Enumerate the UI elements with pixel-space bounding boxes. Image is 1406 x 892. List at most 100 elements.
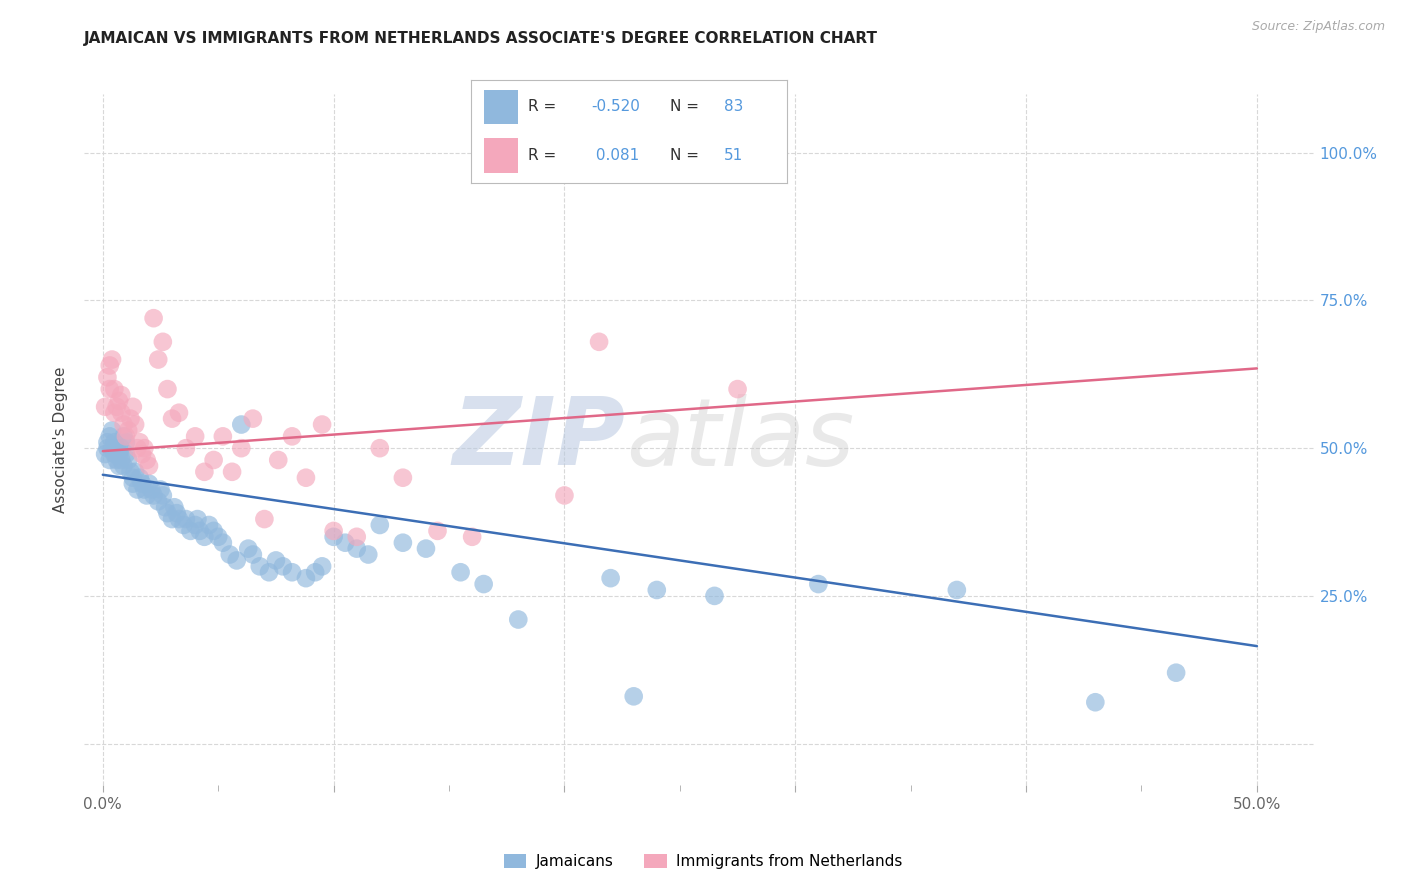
Point bbox=[103, 406, 125, 420]
Point bbox=[242, 411, 264, 425]
Point bbox=[98, 453, 121, 467]
Point bbox=[225, 553, 247, 567]
Point bbox=[117, 424, 139, 438]
Point bbox=[218, 548, 240, 562]
Point bbox=[392, 471, 415, 485]
Point bbox=[127, 441, 149, 455]
Point bbox=[101, 424, 124, 438]
Point bbox=[198, 518, 221, 533]
Point bbox=[193, 530, 215, 544]
Point bbox=[103, 382, 125, 396]
Point bbox=[238, 541, 260, 556]
Point bbox=[188, 524, 211, 538]
Point bbox=[599, 571, 621, 585]
Point bbox=[121, 400, 143, 414]
Point bbox=[727, 382, 749, 396]
Text: N =: N = bbox=[671, 99, 704, 114]
Point bbox=[295, 471, 318, 485]
Point bbox=[231, 417, 253, 432]
Point bbox=[120, 465, 142, 479]
Point bbox=[153, 500, 176, 515]
Point bbox=[249, 559, 271, 574]
Point bbox=[322, 524, 344, 538]
Point bbox=[703, 589, 725, 603]
Text: R =: R = bbox=[529, 99, 561, 114]
Point bbox=[112, 417, 135, 432]
Point bbox=[807, 577, 830, 591]
Point bbox=[167, 406, 190, 420]
Point bbox=[257, 566, 280, 580]
Point bbox=[148, 494, 170, 508]
Point bbox=[110, 453, 132, 467]
Point bbox=[128, 471, 150, 485]
Point bbox=[105, 400, 128, 414]
Point bbox=[98, 382, 121, 396]
Point bbox=[623, 690, 645, 704]
Point bbox=[368, 518, 391, 533]
Point bbox=[94, 400, 117, 414]
Point bbox=[112, 458, 135, 473]
Point bbox=[202, 524, 225, 538]
Text: JAMAICAN VS IMMIGRANTS FROM NETHERLANDS ASSOCIATE'S DEGREE CORRELATION CHART: JAMAICAN VS IMMIGRANTS FROM NETHERLANDS … bbox=[84, 31, 879, 46]
Point bbox=[131, 476, 153, 491]
Point bbox=[311, 417, 333, 432]
Point bbox=[184, 429, 207, 443]
Point bbox=[167, 512, 190, 526]
Point bbox=[148, 352, 170, 367]
Point bbox=[115, 435, 138, 450]
Point bbox=[368, 441, 391, 455]
Legend: Jamaicans, Immigrants from Netherlands: Jamaicans, Immigrants from Netherlands bbox=[498, 848, 908, 875]
Point bbox=[211, 429, 233, 443]
Point bbox=[415, 541, 437, 556]
Text: 51: 51 bbox=[724, 148, 744, 162]
Point bbox=[1166, 665, 1188, 680]
Point bbox=[267, 453, 290, 467]
Point bbox=[98, 429, 121, 443]
Point bbox=[461, 530, 484, 544]
Point bbox=[134, 441, 156, 455]
Point bbox=[108, 458, 131, 473]
Point bbox=[108, 393, 131, 408]
Point bbox=[211, 535, 233, 549]
Bar bbox=[484, 89, 519, 124]
Point bbox=[112, 429, 135, 443]
Point bbox=[142, 488, 165, 502]
Point bbox=[1084, 695, 1107, 709]
Point bbox=[184, 518, 207, 533]
Point bbox=[135, 488, 157, 502]
Point bbox=[357, 548, 380, 562]
Point bbox=[141, 483, 163, 497]
Point bbox=[207, 530, 229, 544]
Point bbox=[98, 359, 121, 373]
Text: Source: ZipAtlas.com: Source: ZipAtlas.com bbox=[1251, 20, 1385, 33]
Point bbox=[588, 334, 610, 349]
Point bbox=[131, 447, 153, 461]
Point bbox=[426, 524, 449, 538]
Point bbox=[173, 518, 195, 533]
Point bbox=[152, 488, 174, 502]
Point bbox=[96, 441, 118, 455]
Text: atlas: atlas bbox=[626, 393, 853, 485]
Text: 0.081: 0.081 bbox=[592, 148, 640, 162]
Point bbox=[645, 582, 668, 597]
Point bbox=[120, 411, 142, 425]
Point bbox=[138, 476, 160, 491]
Point bbox=[193, 465, 215, 479]
Point bbox=[96, 370, 118, 384]
Point bbox=[281, 566, 304, 580]
Point bbox=[134, 483, 156, 497]
Point bbox=[508, 613, 530, 627]
Bar bbox=[484, 137, 519, 173]
Point bbox=[142, 311, 165, 326]
Point bbox=[124, 465, 146, 479]
Point bbox=[124, 417, 146, 432]
Point bbox=[264, 553, 287, 567]
Point bbox=[135, 453, 157, 467]
Point bbox=[392, 535, 415, 549]
Point bbox=[152, 334, 174, 349]
Point bbox=[101, 441, 124, 455]
Point bbox=[322, 530, 344, 544]
Point bbox=[105, 441, 128, 455]
Point bbox=[160, 411, 183, 425]
Text: ZIP: ZIP bbox=[453, 393, 626, 485]
